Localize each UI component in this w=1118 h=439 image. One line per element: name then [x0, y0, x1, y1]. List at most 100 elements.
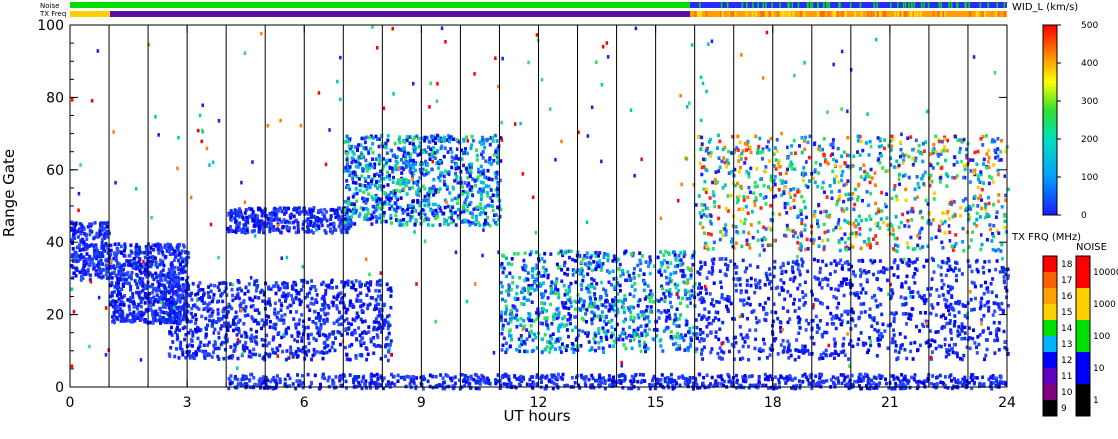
- noise-bar-tick: [779, 2, 781, 8]
- echo-cell: [608, 344, 612, 348]
- echo-cell: [372, 205, 376, 209]
- noise-bar-tick: [826, 2, 829, 8]
- echo-cell: [432, 193, 436, 197]
- echo-cell: [648, 255, 652, 259]
- echo-cell: [123, 319, 127, 323]
- echo-cell: [954, 273, 958, 278]
- echo-cell: [108, 272, 112, 276]
- echo-cell: [337, 317, 341, 322]
- echo-cell: [410, 186, 414, 190]
- echo-cell: [628, 277, 632, 281]
- echo-cell: [907, 286, 911, 290]
- echo-cell: [656, 309, 660, 313]
- echo-cell: [423, 138, 427, 143]
- echo-cell: [385, 343, 389, 347]
- echo-cell: [561, 303, 565, 307]
- echo-cell: [573, 259, 577, 263]
- echo-cell: [372, 210, 376, 215]
- txfreq-bar-tick: [768, 11, 771, 17]
- echo-cell: [529, 323, 533, 328]
- echo-cell: [622, 310, 626, 315]
- echo-cell: [918, 343, 922, 348]
- echo-cell: [957, 325, 961, 329]
- txfreq-bar-tick: [854, 11, 857, 17]
- echo-cell: [605, 293, 609, 297]
- echo-cell: [200, 298, 204, 303]
- echo-cell: [133, 279, 137, 283]
- echo-cell: [315, 300, 319, 305]
- echo-cell: [574, 315, 578, 319]
- echo-cell: [82, 231, 86, 236]
- echo-cell: [389, 339, 393, 343]
- echo-cell: [282, 318, 286, 323]
- echo-cell: [470, 162, 474, 166]
- echo-cell: [121, 295, 125, 299]
- echo-cell: [180, 249, 184, 253]
- echo-cell: [540, 295, 544, 300]
- noise-bar-label: Noise: [40, 2, 59, 10]
- echo-cell: [786, 261, 790, 265]
- echo-cell: [408, 186, 412, 191]
- echo-cell: [113, 251, 116, 255]
- echo-cell: [351, 180, 355, 185]
- echo-cell: [157, 284, 161, 289]
- echo-cell: [454, 171, 458, 176]
- echo-cell: [746, 316, 749, 321]
- echo-cell: [346, 331, 349, 336]
- echo-cell: [479, 206, 483, 210]
- echo-cell: [402, 161, 406, 165]
- echo-cell: [486, 222, 490, 226]
- echo-cell: [364, 135, 368, 140]
- echo-cell: [433, 150, 436, 155]
- echo-cell: [742, 298, 746, 302]
- echo-cell: [362, 341, 366, 345]
- echo-cell: [873, 293, 877, 298]
- echo-cell: [590, 346, 594, 350]
- echo-cell: [85, 261, 89, 266]
- echo-cell: [934, 330, 938, 334]
- echo-cell: [156, 300, 160, 304]
- echo-cell: [622, 319, 626, 324]
- echo-cell: [131, 292, 135, 296]
- echo-cell: [184, 260, 188, 265]
- echo-cell: [395, 155, 399, 159]
- echo-cell: [329, 214, 333, 219]
- echo-cell: [364, 158, 368, 163]
- echo-cell: [979, 300, 983, 305]
- echo-cell: [499, 281, 503, 285]
- echo-cell: [252, 218, 256, 223]
- noise-bar-tick: [873, 2, 875, 8]
- noise-bar-tick: [839, 2, 841, 8]
- echo-cell: [166, 272, 170, 276]
- echo-cell: [352, 192, 356, 197]
- echo-cell: [644, 349, 647, 354]
- echo-cell: [928, 329, 932, 333]
- echo-cell: [310, 357, 313, 362]
- echo-cell: [181, 288, 185, 293]
- echo-cell: [167, 284, 171, 289]
- echo-cell: [225, 325, 229, 329]
- echo-cell: [511, 275, 515, 279]
- echo-cell: [225, 315, 229, 319]
- echo-cell: [508, 285, 511, 289]
- echo-cell: [526, 271, 530, 275]
- echo-cell: [366, 352, 370, 357]
- echo-cell: [618, 288, 622, 293]
- echo-cell: [894, 311, 898, 315]
- echo-cell: [1004, 267, 1008, 272]
- echo-cell: [122, 273, 126, 277]
- echo-cell: [711, 298, 714, 302]
- echo-cell: [463, 200, 467, 205]
- echo-cell: [117, 297, 121, 301]
- echo-cell: [995, 336, 999, 341]
- echo-cell: [543, 251, 547, 256]
- echo-cell: [332, 321, 336, 325]
- echo-cell: [669, 272, 673, 276]
- echo-cell: [577, 300, 581, 304]
- echo-cell: [684, 333, 688, 338]
- echo-cell: [71, 265, 75, 270]
- echo-cell: [571, 273, 575, 277]
- echo-cell: [148, 271, 152, 276]
- echo-cell: [278, 206, 282, 210]
- echo-cell: [643, 282, 647, 286]
